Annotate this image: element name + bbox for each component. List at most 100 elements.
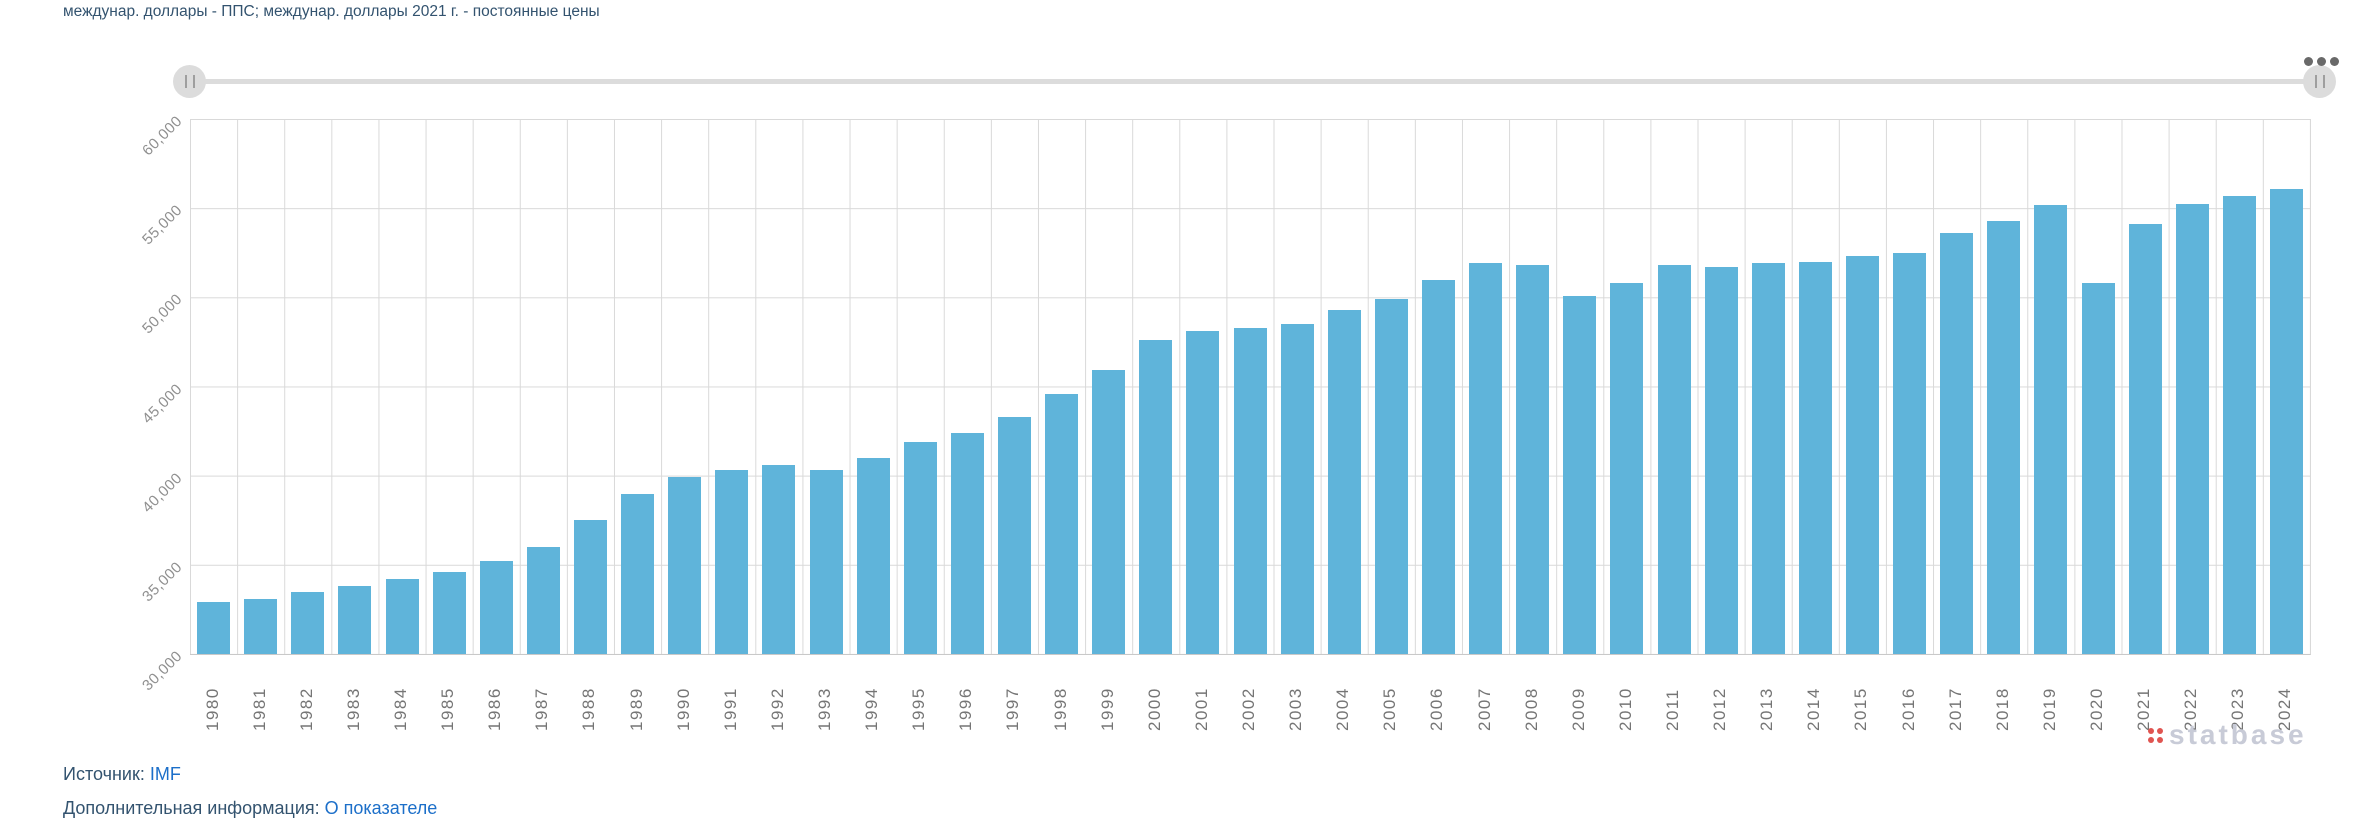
bar-1985[interactable] <box>432 572 466 654</box>
y-tick-label: 30,000 <box>139 647 186 695</box>
x-tick-label-1994: 1994 <box>862 687 882 731</box>
bar-2005[interactable] <box>1374 299 1408 654</box>
x-tick-label-1984: 1984 <box>391 687 410 731</box>
x-tick-label-2001: 2001 <box>1191 687 1211 731</box>
y-tick-label: 45,000 <box>139 380 186 427</box>
bar-2003[interactable] <box>1280 324 1314 654</box>
bar-1995[interactable] <box>903 441 937 654</box>
bar-2012[interactable] <box>1704 267 1738 654</box>
bar-2023[interactable] <box>2222 195 2256 654</box>
bar-2013[interactable] <box>1751 263 1785 654</box>
range-slider-right-handle[interactable] <box>2303 65 2336 98</box>
bar-2010[interactable] <box>1610 283 1644 654</box>
x-tick-label-2008: 2008 <box>1521 687 1541 731</box>
bar-1999[interactable] <box>1092 370 1126 654</box>
bar-1996[interactable] <box>950 432 984 654</box>
bar-2017[interactable] <box>1940 233 1974 654</box>
bar-2018[interactable] <box>1987 220 2021 654</box>
x-tick-label-1999: 1999 <box>1097 687 1117 731</box>
bar-2011[interactable] <box>1657 265 1691 654</box>
x-tick-label-2014: 2014 <box>1804 687 1824 731</box>
bar-1994[interactable] <box>856 457 890 654</box>
bar-1988[interactable] <box>573 520 607 654</box>
x-tick-label-2002: 2002 <box>1239 687 1258 731</box>
x-tick-label-2012: 2012 <box>1710 687 1730 731</box>
ellipsis-menu-icon[interactable] <box>2304 57 2339 66</box>
bar-1986[interactable] <box>479 561 513 654</box>
bar-1983[interactable] <box>338 586 372 654</box>
x-tick-label-2017: 2017 <box>1945 687 1965 731</box>
info-link[interactable]: О показателе <box>324 798 438 818</box>
x-tick-label-1998: 1998 <box>1050 687 1070 731</box>
bar-1980[interactable] <box>197 602 231 654</box>
bar-2014[interactable] <box>1798 261 1832 654</box>
x-tick-label-1996: 1996 <box>956 687 976 731</box>
x-tick-label-2005: 2005 <box>1380 687 1400 731</box>
x-tick-label-1997: 1997 <box>1003 687 1023 731</box>
x-tick-label-1985: 1985 <box>438 687 458 731</box>
x-tick-label-1988: 1988 <box>579 687 599 731</box>
x-tick-label-1982: 1982 <box>296 687 316 731</box>
x-tick-label-1986: 1986 <box>485 687 505 731</box>
x-tick-label-2010: 2010 <box>1615 687 1635 731</box>
bar-2002[interactable] <box>1233 327 1267 654</box>
bar-2006[interactable] <box>1421 279 1455 654</box>
bar-2024[interactable] <box>2269 188 2303 654</box>
bar-1982[interactable] <box>291 591 325 654</box>
year-range-slider-track[interactable] <box>195 79 2315 84</box>
bar-2021[interactable] <box>2128 224 2162 654</box>
x-tick-label-2013: 2013 <box>1757 687 1777 731</box>
x-tick-label-2015: 2015 <box>1851 687 1871 731</box>
slider-grip-icon <box>2314 75 2325 88</box>
bar-1987[interactable] <box>526 547 560 654</box>
x-tick-label-1983: 1983 <box>343 687 363 731</box>
source-link[interactable]: IMF <box>149 764 181 784</box>
bar-2020[interactable] <box>2081 283 2115 654</box>
chart-title: междунар. доллары - ППС; междунар. долла… <box>63 3 600 20</box>
bar-2022[interactable] <box>2175 203 2209 654</box>
x-tick-label-2009: 2009 <box>1568 687 1588 731</box>
source-line: Источник: IMF <box>63 764 181 785</box>
bar-1989[interactable] <box>621 493 655 654</box>
x-tick-label-1991: 1991 <box>720 687 740 731</box>
bar-1984[interactable] <box>385 579 419 654</box>
x-tick-label-2011: 2011 <box>1663 688 1682 731</box>
bar-1997[interactable] <box>997 416 1031 654</box>
x-tick-label-2018: 2018 <box>1992 687 2012 731</box>
watermark-text: statbase <box>2169 719 2307 750</box>
x-tick-label-1980: 1980 <box>202 687 222 731</box>
x-tick-label-2006: 2006 <box>1427 687 1447 731</box>
bar-1991[interactable] <box>715 470 749 654</box>
bar-1981[interactable] <box>244 598 278 654</box>
info-label: Дополнительная информация: <box>63 798 320 818</box>
bar-2000[interactable] <box>1139 340 1173 654</box>
bar-2008[interactable] <box>1516 265 1550 654</box>
x-tick-label-2007: 2007 <box>1474 687 1494 731</box>
slider-grip-icon <box>184 75 195 88</box>
x-tick-label-1992: 1992 <box>767 687 787 731</box>
bar-2007[interactable] <box>1469 263 1503 654</box>
x-tick-label-1990: 1990 <box>673 687 693 731</box>
x-tick-label-2003: 2003 <box>1286 687 1306 731</box>
statbase-watermark: statbase <box>2148 720 2307 750</box>
bar-2004[interactable] <box>1327 309 1361 654</box>
bar-2019[interactable] <box>2034 204 2068 654</box>
bar-1998[interactable] <box>1045 393 1079 654</box>
x-tick-label-2019: 2019 <box>2039 687 2059 731</box>
statbase-dots-logo <box>2148 727 2163 743</box>
x-tick-label-1993: 1993 <box>815 687 834 731</box>
bar-1990[interactable] <box>668 477 702 654</box>
bar-2009[interactable] <box>1563 295 1597 654</box>
range-slider-left-handle[interactable] <box>173 65 206 98</box>
bar-2001[interactable] <box>1186 331 1220 654</box>
bar-2015[interactable] <box>1845 256 1879 654</box>
y-tick-label: 55,000 <box>139 201 186 249</box>
x-tick-label-1995: 1995 <box>909 687 929 731</box>
plot-area <box>190 119 2311 655</box>
bar-1993[interactable] <box>809 470 843 654</box>
x-tick-label-2020: 2020 <box>2087 687 2106 731</box>
info-line: Дополнительная информация: О показателе <box>63 798 437 819</box>
bar-2016[interactable] <box>1893 252 1927 654</box>
bar-1992[interactable] <box>762 465 796 654</box>
